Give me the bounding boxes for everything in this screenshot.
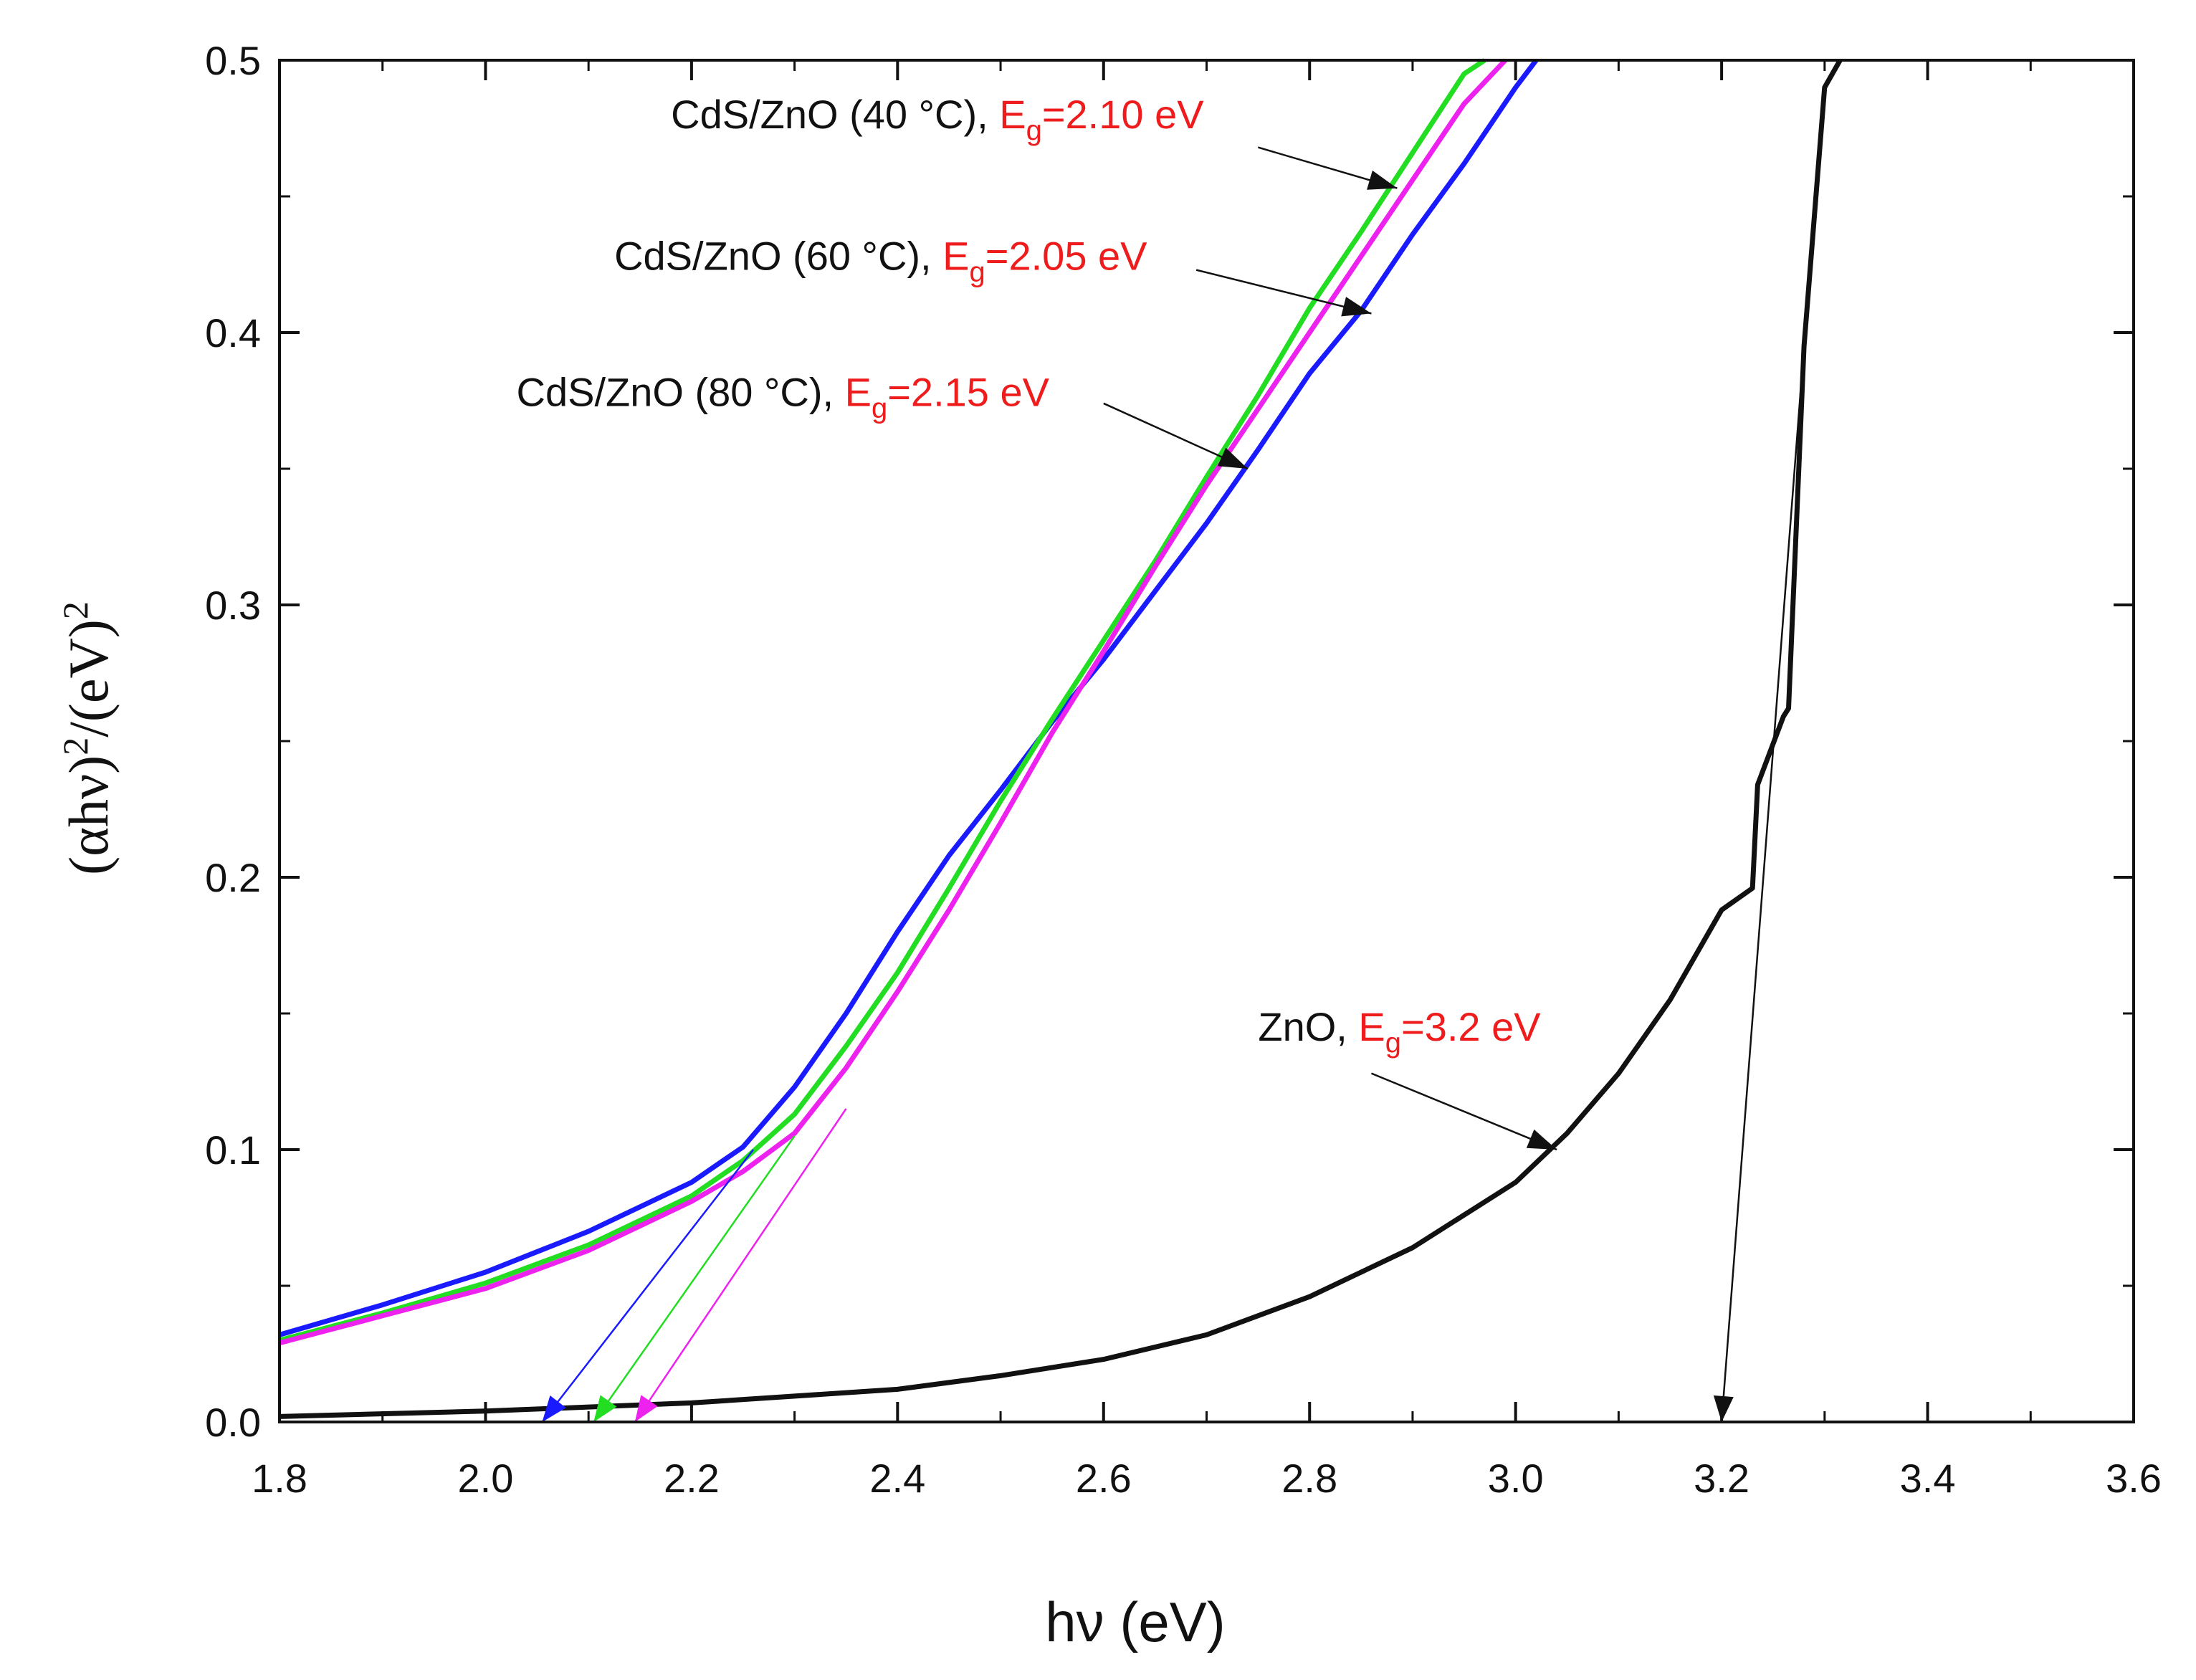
y-tick-label: 0.2	[205, 855, 261, 900]
annotation-sample: ZnO,	[1258, 1004, 1358, 1049]
y-tick-label: 0.3	[205, 583, 261, 628]
annotation-arrowhead	[1217, 447, 1248, 469]
series-line	[279, 59, 1843, 1419]
tangent-line	[541, 1149, 755, 1423]
x-tick-label: 2.6	[1076, 1456, 1132, 1501]
y-tick-label: 0.5	[205, 38, 261, 83]
x-tick-label: 3.0	[1488, 1456, 1544, 1501]
x-tick-label: 2.2	[664, 1456, 720, 1501]
annotation-eg-value: =3.2 eV	[1401, 1004, 1541, 1049]
annotation-eg-symbol: E	[1358, 1004, 1385, 1049]
annotation-eg-symbol: E	[999, 92, 1026, 137]
series-line	[279, 58, 1486, 1343]
y-tick-label: 0.0	[205, 1400, 261, 1445]
annotation-eg-subscript: g	[1026, 115, 1042, 146]
annotation-eg-subscript: g	[1385, 1027, 1401, 1059]
tangent-line	[1720, 345, 1805, 1423]
annotation-label: CdS/ZnO (80 °C), Eg=2.15 eV	[517, 370, 1050, 424]
annotation-label: CdS/ZnO (40 °C), Eg=2.10 eV	[671, 92, 1204, 146]
y-axis-title-base: (αhν)	[57, 755, 120, 875]
tick-marks	[278, 59, 2135, 1423]
annotation-eg-subscript: g	[970, 257, 985, 288]
annotation-sample: CdS/ZnO (80 °C),	[517, 370, 845, 415]
tangent-lines	[541, 345, 1805, 1423]
x-tick-label: 1.8	[252, 1456, 307, 1501]
y-tick-label: 0.1	[205, 1127, 261, 1173]
y-axis-title-exp2: 2	[55, 601, 95, 619]
y-axis-title-mid: /(eV)	[57, 619, 120, 738]
annotation-eg-value: =2.05 eV	[985, 234, 1147, 279]
tangent-arrowhead	[634, 1395, 658, 1422]
tangent-arrowhead	[593, 1395, 617, 1422]
annotation-label: CdS/ZnO (60 °C), Eg=2.05 eV	[614, 234, 1147, 288]
data-series	[279, 58, 1843, 1419]
x-tick-label: 3.2	[1694, 1456, 1749, 1501]
annotation-arrowhead	[1367, 170, 1398, 190]
tangent-arrowhead	[1713, 1395, 1734, 1422]
annotation-label: ZnO, Eg=3.2 eV	[1258, 1004, 1541, 1059]
tick-labels: 1.8 2.0 2.2 2.4 2.6 2.8 3.0 3.2 3.4 3.6 0.0 0.1 0.2 0…	[205, 38, 2162, 1501]
annotation-sample: CdS/ZnO (40 °C),	[671, 92, 999, 137]
tangent-line	[634, 1108, 847, 1423]
annotation-eg-value: =2.10 eV	[1042, 92, 1204, 137]
annotation-arrowhead	[1341, 297, 1372, 317]
x-tick-label: 3.6	[2106, 1456, 2162, 1501]
y-tick-label: 0.4	[205, 310, 261, 355]
x-tick-label: 2.8	[1281, 1456, 1337, 1501]
tangent-arrowhead	[542, 1395, 566, 1422]
plot-frame	[278, 59, 2135, 1423]
annotation-arrow	[1370, 1072, 1557, 1151]
annotation-eg-symbol: E	[942, 234, 969, 279]
annotation-sample: CdS/ZnO (60 °C),	[614, 234, 942, 279]
x-axis-title: hν (eV)	[1045, 1590, 1225, 1653]
series-line	[279, 58, 1507, 1346]
tangent-line	[593, 1135, 796, 1423]
annotation-eg-symbol: E	[845, 370, 872, 415]
y-axis-title-exp1: 2	[55, 738, 95, 755]
annotation-eg-subscript: g	[872, 393, 887, 424]
annotation-eg-value: =2.15 eV	[887, 370, 1049, 415]
annotation-arrow	[1195, 269, 1372, 315]
x-tick-label: 3.4	[1900, 1456, 1956, 1501]
x-tick-label: 2.4	[869, 1456, 925, 1501]
annotation-arrowhead	[1526, 1129, 1557, 1150]
x-tick-label: 2.0	[458, 1456, 514, 1501]
y-axis-title: (αhν)2/(eV)2	[55, 601, 120, 875]
